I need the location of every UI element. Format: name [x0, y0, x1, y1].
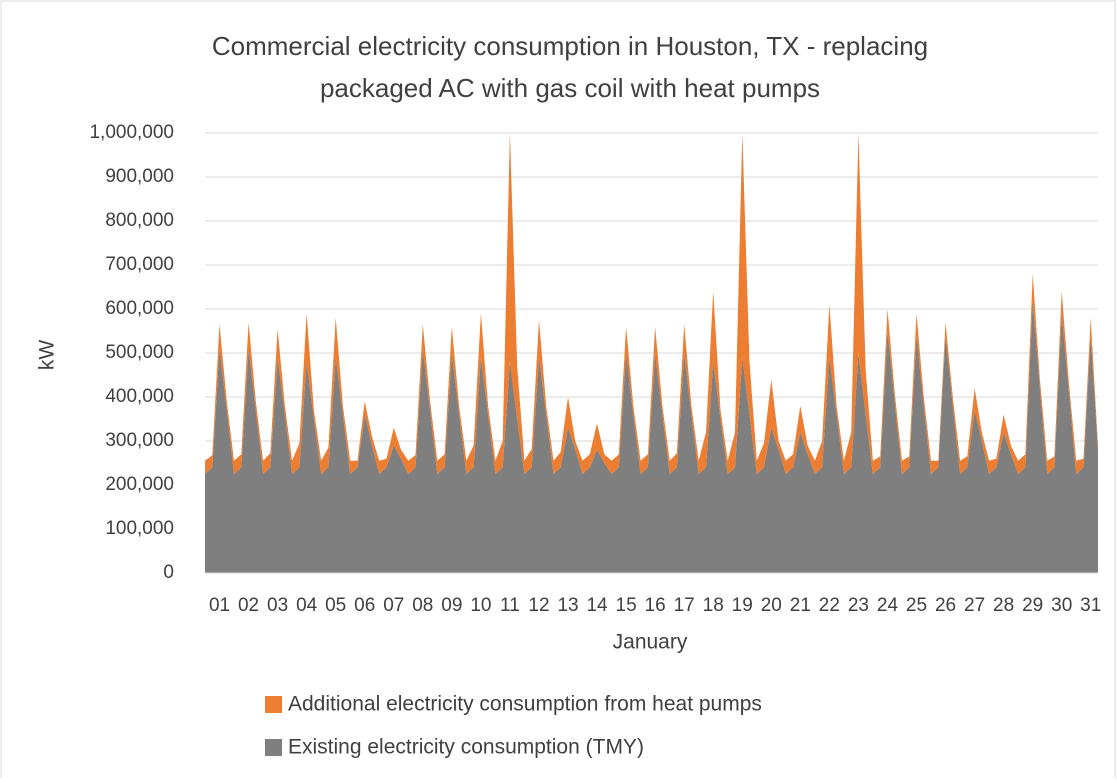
x-tick-label: 18 — [703, 595, 724, 616]
y-tick-label: 500,000 — [105, 342, 174, 363]
x-tick-label: 13 — [557, 595, 578, 616]
x-tick-label: 10 — [470, 595, 491, 616]
x-tick-label: 06 — [354, 595, 375, 616]
x-tick-label: 22 — [819, 595, 840, 616]
y-tick-label: 800,000 — [105, 210, 174, 231]
x-tick-label: 29 — [1022, 595, 1043, 616]
x-tick-label: 11 — [500, 595, 520, 616]
x-tick-label: 12 — [528, 595, 549, 616]
x-tick-label: 26 — [935, 595, 956, 616]
y-tick-label: 100,000 — [105, 518, 174, 539]
legend-label: Existing electricity consumption (TMY) — [288, 736, 644, 759]
y-tick-label: 900,000 — [105, 166, 174, 187]
x-tick-label: 30 — [1051, 595, 1072, 616]
x-tick-label: 15 — [616, 595, 637, 616]
y-tick-label: 700,000 — [105, 254, 174, 275]
x-tick-label: 24 — [877, 595, 899, 616]
x-tick-label: 31 — [1080, 595, 1101, 616]
x-tick-label: 16 — [645, 595, 666, 616]
x-tick-label: 01 — [209, 595, 230, 616]
x-tick-label: 05 — [325, 595, 346, 616]
legend-swatch — [265, 696, 282, 713]
x-tick-label: 27 — [964, 595, 985, 616]
x-tick-label: 04 — [296, 595, 318, 616]
chart-title: Commercial electricity consumption in Ho… — [212, 31, 928, 61]
x-tick-label: 17 — [674, 595, 695, 616]
x-tick-label: 08 — [412, 595, 433, 616]
x-tick-label: 19 — [732, 595, 753, 616]
area — [205, 133, 1098, 474]
area — [205, 300, 1098, 573]
y-tick-label: 200,000 — [105, 474, 174, 495]
x-tick-label: 02 — [238, 595, 259, 616]
legend-label: Additional electricity consumption from … — [288, 693, 762, 716]
x-tick-label: 14 — [586, 595, 608, 616]
y-tick-label: 1,000,000 — [89, 122, 174, 143]
x-tick-label: 21 — [790, 595, 811, 616]
x-tick-label: 28 — [993, 595, 1014, 616]
x-tick-label: 07 — [383, 595, 404, 616]
y-tick-label: 400,000 — [105, 386, 174, 407]
legend-swatch — [265, 739, 282, 756]
x-tick-label: 20 — [761, 595, 782, 616]
y-tick-label: 300,000 — [105, 430, 174, 451]
x-tick-label: 03 — [267, 595, 288, 616]
y-tick-label: 0 — [163, 562, 174, 583]
y-tick-label: 600,000 — [105, 298, 174, 319]
x-tick-label: 23 — [848, 595, 869, 616]
y-axis-label: kW — [36, 340, 59, 371]
chart-title: packaged AC with gas coil with heat pump… — [320, 73, 820, 103]
x-tick-label: 09 — [441, 595, 462, 616]
x-axis-label: January — [613, 631, 688, 654]
x-tick-label: 25 — [906, 595, 927, 616]
